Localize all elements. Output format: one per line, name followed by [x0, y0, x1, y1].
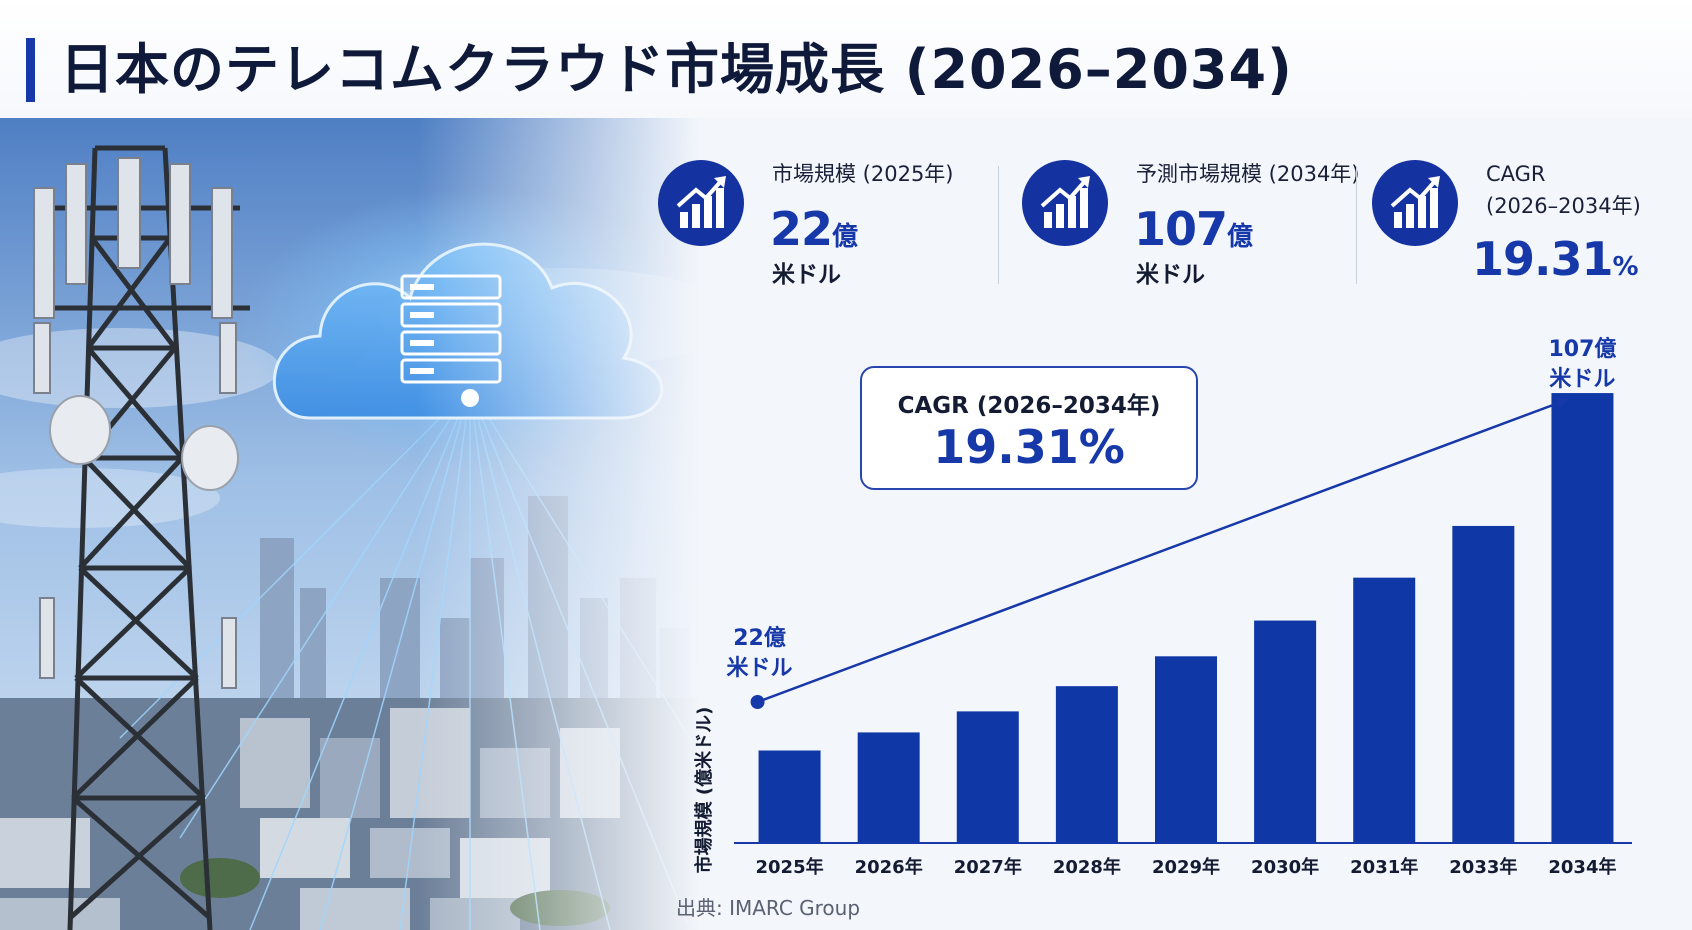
bar-2033年	[1452, 525, 1515, 843]
kpi-unit: %	[1612, 252, 1639, 282]
title-accent-bar	[26, 38, 35, 102]
x-tick-label: 2034年	[1548, 856, 1616, 878]
growth-chart-icon	[658, 160, 744, 246]
telecom-cloud-illustration	[0, 118, 760, 930]
fade-overlay	[0, 118, 760, 930]
kpi-label-period: (2026–2034年)	[1486, 194, 1641, 218]
page-title: 日本のテレコムクラウド市場成長 (2026–2034)	[60, 38, 1293, 101]
cagr-callout: CAGR (2026–2034年) 19.31%	[860, 366, 1198, 490]
bar-2030年	[1254, 620, 1317, 843]
kpi-cagr: CAGR (2026–2034年) 19.31%	[1372, 160, 1672, 290]
growth-chart-icon	[1022, 160, 1108, 246]
kpi-unit-currency: 米ドル	[1136, 262, 1205, 288]
x-tick-label: 2030年	[1251, 856, 1319, 878]
kpi-label: CAGR	[1486, 162, 1546, 186]
kpi-divider	[1356, 166, 1357, 284]
bar-2025年	[758, 750, 821, 843]
bar-2026年	[857, 732, 920, 843]
callout-value: 19.31%	[933, 420, 1125, 474]
bar-2031年	[1353, 577, 1416, 843]
end-annotation-value: 107億	[1548, 336, 1616, 362]
kpi-value: 19.31%	[1472, 232, 1639, 286]
end-annotation-unit: 米ドル	[1549, 367, 1615, 392]
x-tick-label: 2031年	[1350, 856, 1418, 878]
kpi-divider	[998, 166, 999, 284]
x-tick-label: 2033年	[1449, 856, 1517, 878]
x-tick-label: 2028年	[1053, 856, 1121, 878]
source-note: 出典: IMARC Group	[676, 896, 861, 920]
kpi-forecast-2034: 予測市場規模 (2034年) 107億 米ドル	[1022, 160, 1360, 290]
bar-2034年	[1551, 393, 1614, 843]
kpi-unit: 億	[1227, 222, 1254, 252]
bar-2027年	[956, 711, 1019, 843]
callout-label: CAGR (2026–2034年)	[897, 393, 1161, 419]
x-tick-label: 2025年	[756, 856, 824, 878]
x-tick-label: 2029年	[1152, 856, 1220, 878]
bar-2029年	[1155, 656, 1217, 843]
kpi-value: 22億	[770, 202, 859, 256]
kpi-label: 予測市場規模 (2034年)	[1136, 162, 1360, 186]
x-tick-label: 2026年	[855, 856, 923, 878]
kpi-unit-currency: 米ドル	[772, 262, 841, 288]
kpi-value: 107億	[1134, 202, 1254, 256]
bar-2028年	[1055, 686, 1118, 843]
kpi-label: 市場規模 (2025年)	[772, 162, 954, 186]
header: 日本のテレコムクラウド市場成長 (2026–2034)	[0, 0, 1692, 118]
kpi-market-size-2025: 市場規模 (2025年) 22億 米ドル	[658, 160, 968, 290]
growth-chart-icon	[1372, 160, 1458, 246]
x-tick-label: 2027年	[954, 856, 1022, 878]
kpi-unit: 億	[832, 222, 859, 252]
illustration-svg	[0, 118, 760, 930]
